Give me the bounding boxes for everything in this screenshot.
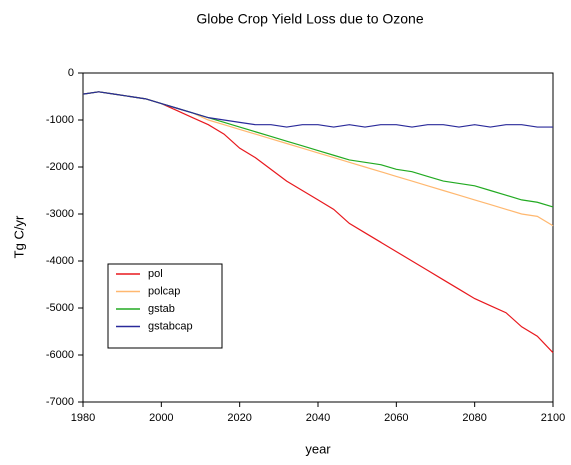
plot-frame (82, 72, 554, 403)
legend-label: gstabcap (148, 320, 193, 332)
y-tick-label: -2000 (46, 161, 74, 173)
legend-box (107, 263, 223, 349)
series-line (82, 91, 554, 208)
x-tick-label: 2060 (384, 412, 408, 424)
x-tick-label: 2080 (462, 412, 486, 424)
y-tick-label: -3000 (46, 208, 74, 220)
y-tick-label: -7000 (46, 396, 74, 408)
chart-title: Globe Crop Yield Loss due to Ozone (196, 11, 423, 27)
legend-label: gstab (148, 303, 175, 315)
x-tick-label: 2100 (541, 412, 565, 424)
y-tick-label: -5000 (46, 302, 74, 314)
y-axis-label: Tg C/yr (11, 215, 26, 258)
legend-label: pol (148, 268, 163, 280)
y-tick-label: -4000 (46, 255, 74, 267)
series-line (82, 91, 554, 227)
legend-label: polcap (148, 285, 180, 297)
x-tick-label: 1980 (71, 412, 95, 424)
y-tick-label: 0 (68, 67, 74, 79)
x-axis-label: year (305, 441, 331, 456)
y-tick-label: -6000 (46, 349, 74, 361)
x-tick-label: 2040 (306, 412, 330, 424)
y-tick-label: -1000 (46, 114, 74, 126)
x-tick-label: 2000 (149, 412, 173, 424)
series-line (82, 91, 553, 128)
x-tick-label: 2020 (227, 412, 251, 424)
